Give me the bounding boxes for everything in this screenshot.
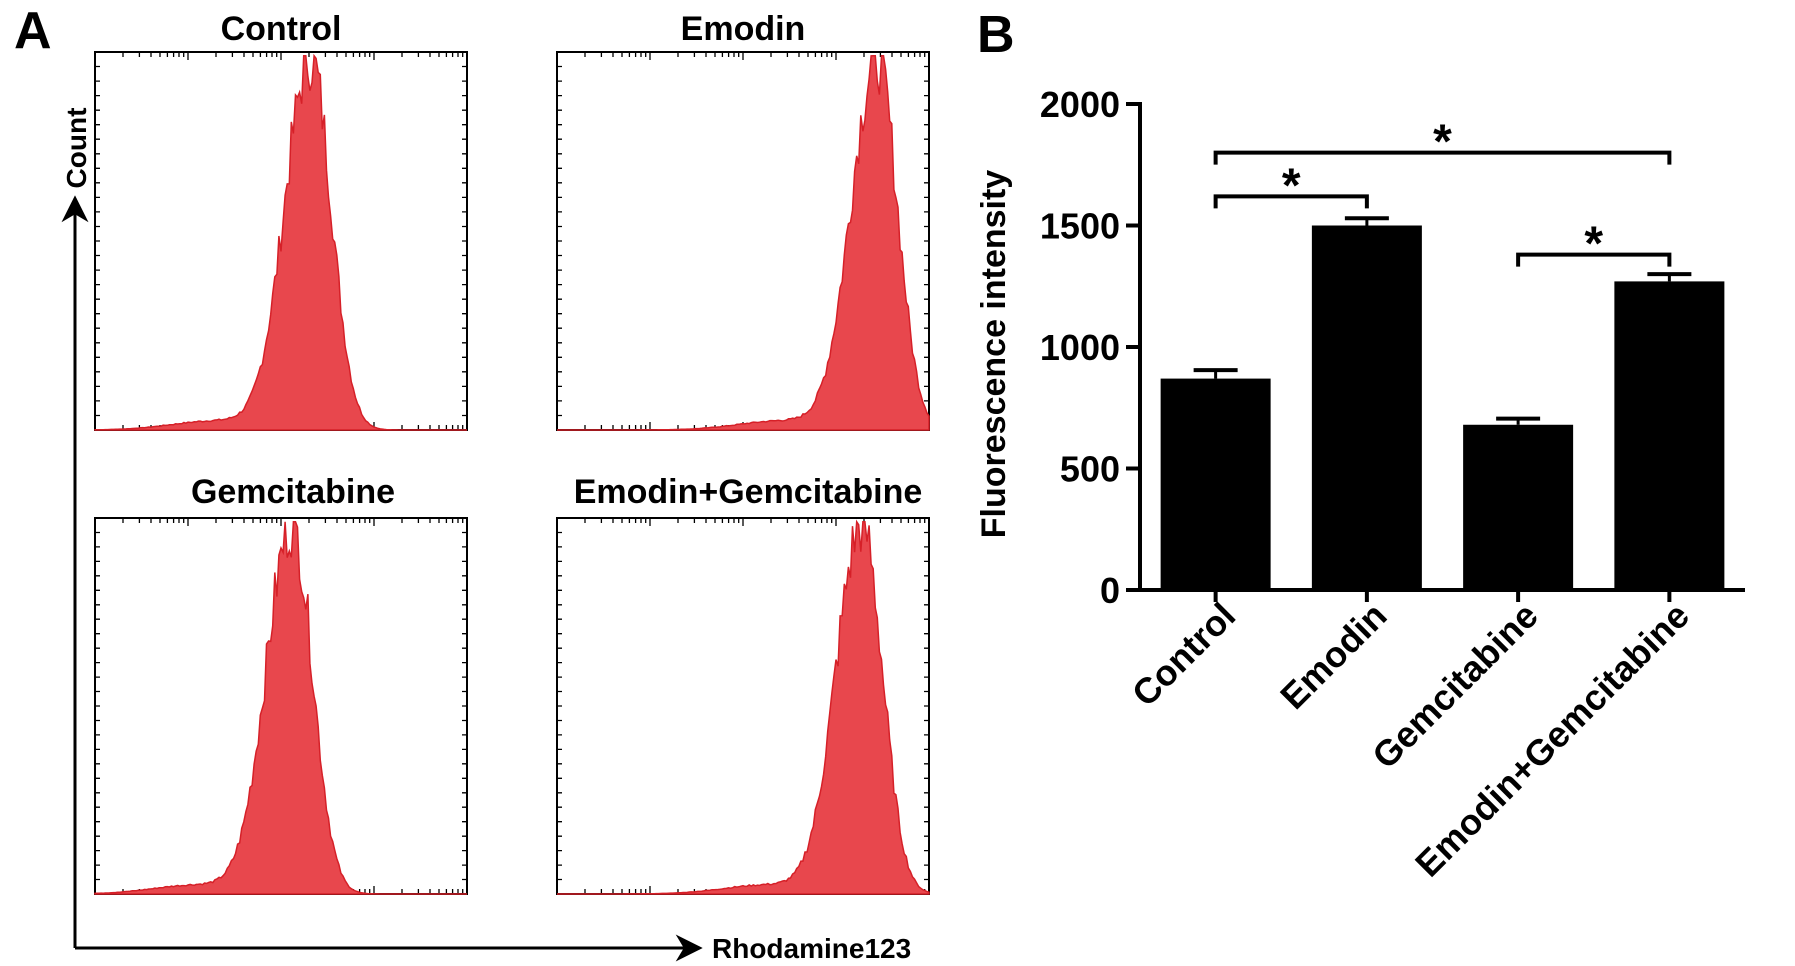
histogram-y-ticks-emodin (557, 65, 929, 417)
histogram-y-ticks-gemcitabine (95, 531, 467, 881)
x-tick-label-control: Control (1124, 595, 1243, 714)
histogram-title-control: Control (221, 10, 342, 48)
panel-a: A Control Emodin Gemcitabine Emodin+Gemc… (14, 2, 930, 964)
count-axis-label: Count (61, 108, 92, 189)
y-tick-label-2000: 2000 (1040, 84, 1120, 125)
flow-histogram-gemcitabine: Gemcitabine (94, 473, 468, 895)
y-tick-label-1500: 1500 (1040, 206, 1120, 247)
y-tick-label-0: 0 (1100, 570, 1120, 611)
y-axis-label: Fluorescence intensity (975, 170, 1013, 539)
bar-emodin (1311, 225, 1422, 590)
significance-star-2: * (1433, 116, 1452, 169)
significance-star-1: * (1282, 159, 1301, 212)
flow-histogram-emodin-gemcitabine: Emodin+Gemcitabine (556, 473, 930, 895)
histogram-curve-gemcitabine (94, 521, 467, 895)
significance-star-3: * (1584, 218, 1603, 271)
rhodamine-axis-label: Rhodamine123 (712, 933, 911, 964)
flow-histogram-control: Control (94, 10, 468, 431)
panel-b-letter: B (977, 6, 1015, 64)
histogram-curve-control (94, 53, 467, 431)
histogram-title-emodin-gemcitabine: Emodin+Gemcitabine (574, 473, 923, 511)
histogram-y-ticks-emodin-gemcitabine (557, 531, 929, 881)
significance-bracket-3 (1516, 252, 1672, 267)
bar-control (1160, 378, 1271, 590)
y-tick-label-500: 500 (1060, 449, 1120, 490)
y-tick-label-1000: 1000 (1040, 327, 1120, 368)
histogram-title-gemcitabine: Gemcitabine (191, 473, 395, 511)
histogram-curve-emodin-gemcitabine (557, 519, 930, 895)
histogram-y-ticks-control (95, 65, 467, 417)
x-tick-label-emodin: Emodin (1272, 595, 1394, 717)
flow-histogram-emodin: Emodin (556, 10, 930, 431)
histogram-curve-emodin (557, 55, 930, 431)
panel-a-letter: A (14, 2, 52, 60)
significance-bracket-1 (1213, 194, 1369, 209)
significance-bracket-2 (1213, 150, 1672, 165)
bar-gemcitabine (1463, 424, 1574, 590)
histogram-title-emodin: Emodin (681, 10, 806, 48)
bar-emodin-gemcitabine (1614, 281, 1725, 590)
x-tick-label-emodin-gemcitabine: Emodin+Gemcitabine (1407, 595, 1697, 885)
